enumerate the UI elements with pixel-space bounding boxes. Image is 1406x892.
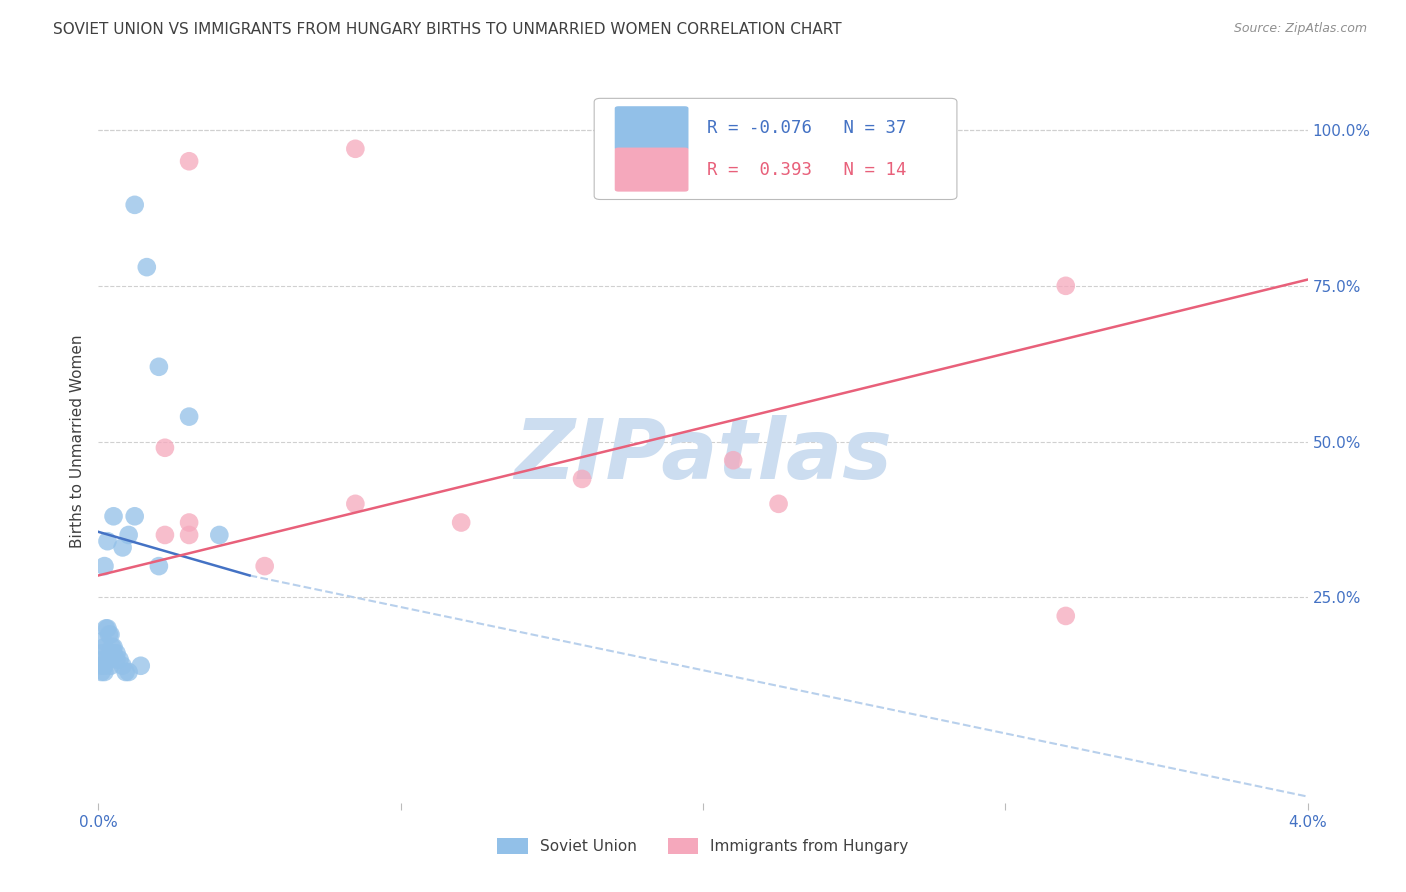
Point	[1054, 609, 1077, 624]
Text: R = -0.076   N = 37: R = -0.076 N = 37	[707, 120, 905, 137]
Point	[100, 627, 122, 641]
FancyBboxPatch shape	[614, 106, 689, 150]
Point	[153, 441, 176, 455]
FancyBboxPatch shape	[595, 98, 957, 200]
Point	[96, 534, 118, 549]
Point	[344, 497, 367, 511]
Point	[90, 658, 112, 673]
Point	[153, 528, 176, 542]
Point	[93, 658, 115, 673]
Point	[101, 640, 124, 654]
Point	[94, 621, 117, 635]
Point	[105, 652, 128, 666]
Text: Source: ZipAtlas.com: Source: ZipAtlas.com	[1233, 22, 1367, 36]
Point	[100, 658, 122, 673]
Point	[111, 541, 134, 555]
Point	[96, 621, 118, 635]
Legend: Soviet Union, Immigrants from Hungary: Soviet Union, Immigrants from Hungary	[491, 832, 915, 860]
Point	[208, 528, 231, 542]
Point	[179, 528, 201, 542]
Point	[135, 260, 157, 274]
Point	[1054, 278, 1077, 293]
Point	[129, 658, 152, 673]
Point	[98, 627, 121, 641]
Point	[93, 640, 115, 654]
FancyBboxPatch shape	[614, 147, 689, 192]
Point	[253, 559, 276, 574]
Point	[179, 409, 201, 424]
Y-axis label: Births to Unmarried Women: Births to Unmarried Women	[70, 334, 86, 549]
Point	[96, 652, 118, 666]
Point	[124, 509, 146, 524]
Point	[108, 652, 131, 666]
Point	[571, 472, 593, 486]
Point	[105, 646, 128, 660]
Point	[768, 497, 790, 511]
Point	[93, 559, 115, 574]
Point	[103, 640, 125, 654]
Point	[723, 453, 745, 467]
Point	[91, 652, 114, 666]
Point	[124, 198, 146, 212]
Point	[100, 646, 122, 660]
Point	[90, 665, 112, 679]
Point	[90, 646, 112, 660]
Point	[111, 658, 134, 673]
Point	[103, 646, 125, 660]
Point	[118, 665, 141, 679]
Point	[114, 665, 136, 679]
Point	[91, 633, 114, 648]
Point	[148, 359, 170, 374]
Text: ZIPatlas: ZIPatlas	[515, 416, 891, 497]
Point	[93, 665, 115, 679]
Point	[344, 142, 367, 156]
Text: R =  0.393   N = 14: R = 0.393 N = 14	[707, 161, 905, 178]
Point	[148, 559, 170, 574]
Point	[179, 516, 201, 530]
Text: SOVIET UNION VS IMMIGRANTS FROM HUNGARY BIRTHS TO UNMARRIED WOMEN CORRELATION CH: SOVIET UNION VS IMMIGRANTS FROM HUNGARY …	[53, 22, 842, 37]
Point	[103, 509, 125, 524]
Point	[179, 154, 201, 169]
Point	[450, 516, 472, 530]
Point	[118, 528, 141, 542]
